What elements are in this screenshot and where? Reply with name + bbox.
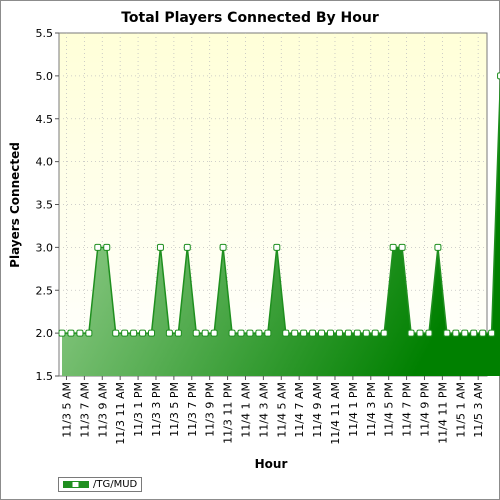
data-point <box>139 329 147 337</box>
data-point <box>121 329 129 337</box>
x-tick-label: 11/4 11 PM <box>436 382 449 444</box>
y-axis-label: Players Connected <box>8 142 22 268</box>
data-point <box>246 329 254 337</box>
x-axis-label: Hour <box>255 457 288 471</box>
data-point <box>309 329 317 337</box>
data-point <box>407 329 415 337</box>
data-point <box>255 329 263 337</box>
x-tick-label: 11/3 7 PM <box>186 382 199 437</box>
y-tick-label: 4.5 <box>36 113 54 126</box>
x-tick-label: 11/5 1 AM <box>454 382 467 438</box>
x-tick-label: 11/4 3 PM <box>365 382 378 437</box>
data-point <box>434 243 442 251</box>
x-tick-label: 11/4 5 PM <box>383 382 396 437</box>
data-point <box>228 329 236 337</box>
x-tick-label: 11/4 9 PM <box>418 382 431 437</box>
data-point <box>318 329 326 337</box>
data-point <box>452 329 460 337</box>
y-tick-label: 2.5 <box>36 284 54 297</box>
data-point <box>192 329 200 337</box>
data-point <box>76 329 84 337</box>
y-tick-label: 5.5 <box>36 27 54 40</box>
data-point <box>273 243 281 251</box>
data-point <box>264 329 272 337</box>
data-point <box>344 329 352 337</box>
data-point <box>67 329 75 337</box>
y-tick-label: 4.0 <box>36 156 54 169</box>
series-line-tg-mud <box>62 75 500 334</box>
y-tick-label: 3.0 <box>36 241 54 254</box>
data-point <box>371 329 379 337</box>
data-point <box>497 72 500 80</box>
x-tick-label: 11/5 3 AM <box>472 382 485 438</box>
x-tick-label: 11/3 1 PM <box>132 382 145 437</box>
x-tick-label: 11/3 7 AM <box>78 382 91 438</box>
legend-label: /TG/MUD <box>93 479 138 490</box>
x-tick-label: 11/3 9 PM <box>204 382 217 437</box>
y-axis: 1.5 2.0 2.5 3.0 3.5 4.0 4.5 5.0 5.5 <box>36 27 59 383</box>
data-point <box>425 329 433 337</box>
series-points <box>58 72 500 337</box>
x-tick-label: 11/4 11 AM <box>329 382 342 445</box>
x-tick-label: 11/4 1 AM <box>239 382 252 438</box>
data-point <box>219 243 227 251</box>
data-point <box>183 243 191 251</box>
data-point <box>443 329 451 337</box>
x-axis: 11/3 5 AM 11/3 7 AM 11/3 9 AM 11/3 11 AM 11/… <box>60 376 485 445</box>
legend-swatch <box>63 481 89 488</box>
chart-title: Total Players Connected By Hour <box>121 10 379 26</box>
data-point <box>470 329 478 337</box>
x-tick-label: 11/4 7 AM <box>293 382 306 438</box>
x-tick-label: 11/3 11 AM <box>114 382 127 445</box>
data-point <box>210 329 218 337</box>
x-tick-label: 11/4 7 PM <box>401 382 414 437</box>
data-point <box>327 329 334 337</box>
series-area-tg-mud <box>62 91 500 376</box>
data-point <box>300 329 308 337</box>
data-point <box>389 243 397 251</box>
x-tick-label: 11/4 9 AM <box>311 382 324 438</box>
data-point <box>130 329 138 337</box>
data-point <box>165 329 173 337</box>
data-point <box>201 329 209 337</box>
data-point <box>94 243 102 251</box>
data-point <box>282 329 290 337</box>
x-tick-label: 11/3 9 AM <box>96 382 109 438</box>
data-point <box>461 329 469 337</box>
data-point <box>479 329 487 337</box>
x-tick-label: 11/4 5 AM <box>275 382 288 438</box>
data-point <box>353 329 361 337</box>
data-point <box>380 329 388 337</box>
x-tick-label: 11/3 3 PM <box>150 382 163 437</box>
y-tick-label: 3.5 <box>36 199 54 212</box>
x-tick-label: 11/4 3 AM <box>257 382 270 438</box>
data-point <box>362 329 370 337</box>
data-point <box>112 329 120 337</box>
y-tick-label: 1.5 <box>36 370 54 383</box>
data-point <box>103 243 111 251</box>
x-tick-label: 11/3 11 PM <box>222 382 235 444</box>
data-point <box>291 329 299 337</box>
data-point <box>237 329 245 337</box>
data-point <box>174 329 182 337</box>
legend: /TG/MUD <box>58 477 142 492</box>
y-tick-label: 2.0 <box>36 327 54 340</box>
data-point <box>335 329 343 337</box>
data-point <box>416 329 424 337</box>
data-point <box>488 329 496 337</box>
y-tick-label: 5.0 <box>36 70 54 83</box>
data-point <box>58 329 66 337</box>
x-tick-label: 11/3 5 PM <box>168 382 181 437</box>
data-point <box>398 243 406 251</box>
x-tick-label: 11/4 1 PM <box>347 382 360 437</box>
x-tick-label: 11/3 5 AM <box>60 382 73 438</box>
data-point <box>148 329 155 337</box>
data-point <box>85 329 93 337</box>
data-point <box>156 243 164 251</box>
